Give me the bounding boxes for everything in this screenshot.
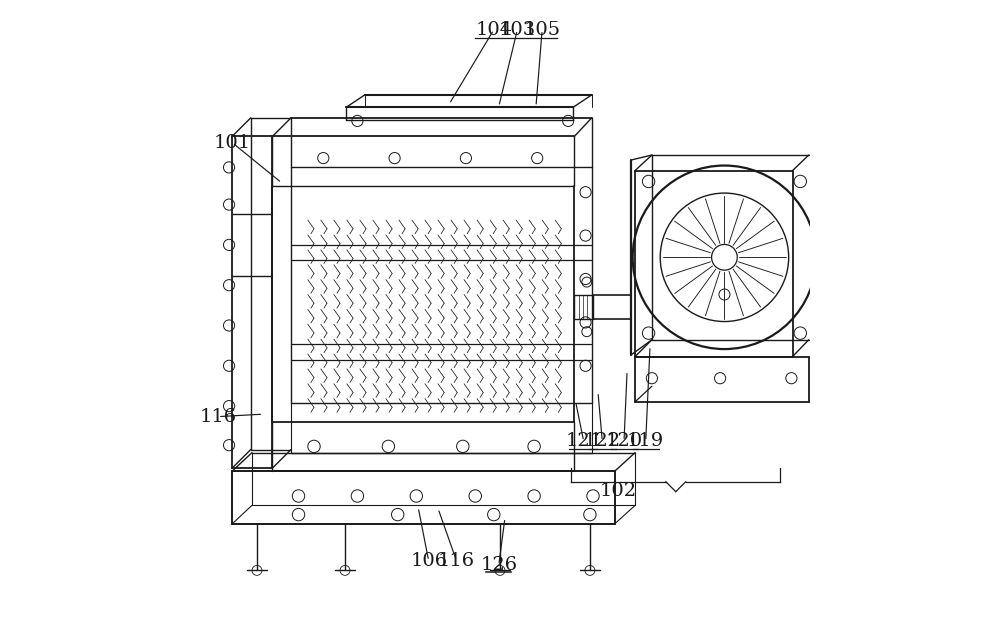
Text: 103: 103 — [499, 20, 536, 39]
Text: 119: 119 — [627, 432, 664, 451]
Text: 126: 126 — [480, 556, 517, 575]
Text: 106: 106 — [410, 552, 447, 570]
Text: 102: 102 — [599, 482, 636, 500]
Text: 101: 101 — [214, 133, 251, 152]
Text: 105: 105 — [524, 20, 561, 39]
Text: 116: 116 — [199, 407, 236, 426]
Text: 122: 122 — [584, 432, 621, 451]
Text: 104: 104 — [475, 20, 512, 39]
Text: 120: 120 — [605, 432, 643, 451]
Text: 121: 121 — [565, 432, 602, 451]
Text: 116: 116 — [438, 552, 475, 570]
